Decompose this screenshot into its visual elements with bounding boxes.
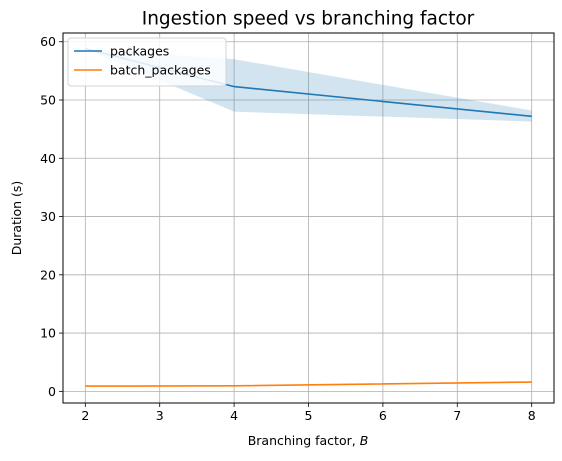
batch-packages-line [85, 381, 532, 387]
x-tick-label: 4 [230, 408, 238, 423]
x-tick-label: 8 [528, 408, 536, 423]
y-tick-label: 30 [40, 209, 56, 224]
y-axis-label: Duration (s) [9, 181, 24, 256]
y-tick-label: 50 [40, 93, 56, 108]
legend: packages batch_packages [67, 37, 227, 87]
legend-label-packages: packages [110, 44, 169, 59]
x-tick-label: 6 [379, 408, 387, 423]
y-tick-label: 40 [40, 151, 56, 166]
chart-title: Ingestion speed vs branching factor [142, 9, 475, 30]
x-tick-label: 2 [81, 408, 89, 423]
y-tick-label: 60 [40, 34, 56, 49]
y-tick-label: 10 [40, 326, 56, 341]
legend-label-batch-packages: batch_packages [110, 63, 211, 78]
y-tick-label: 0 [48, 384, 56, 399]
x-tick-label: 3 [156, 408, 164, 423]
x-tick-label: 7 [453, 408, 461, 423]
grid [63, 33, 554, 403]
x-tick-label: 5 [305, 408, 313, 423]
legend-box [67, 37, 227, 87]
x-axis-label: Branching factor, B [248, 433, 369, 448]
y-tick-label: 20 [40, 267, 56, 282]
axis-ticks: 2 3 4 5 6 7 8 0 10 20 30 40 50 60 [40, 34, 536, 423]
